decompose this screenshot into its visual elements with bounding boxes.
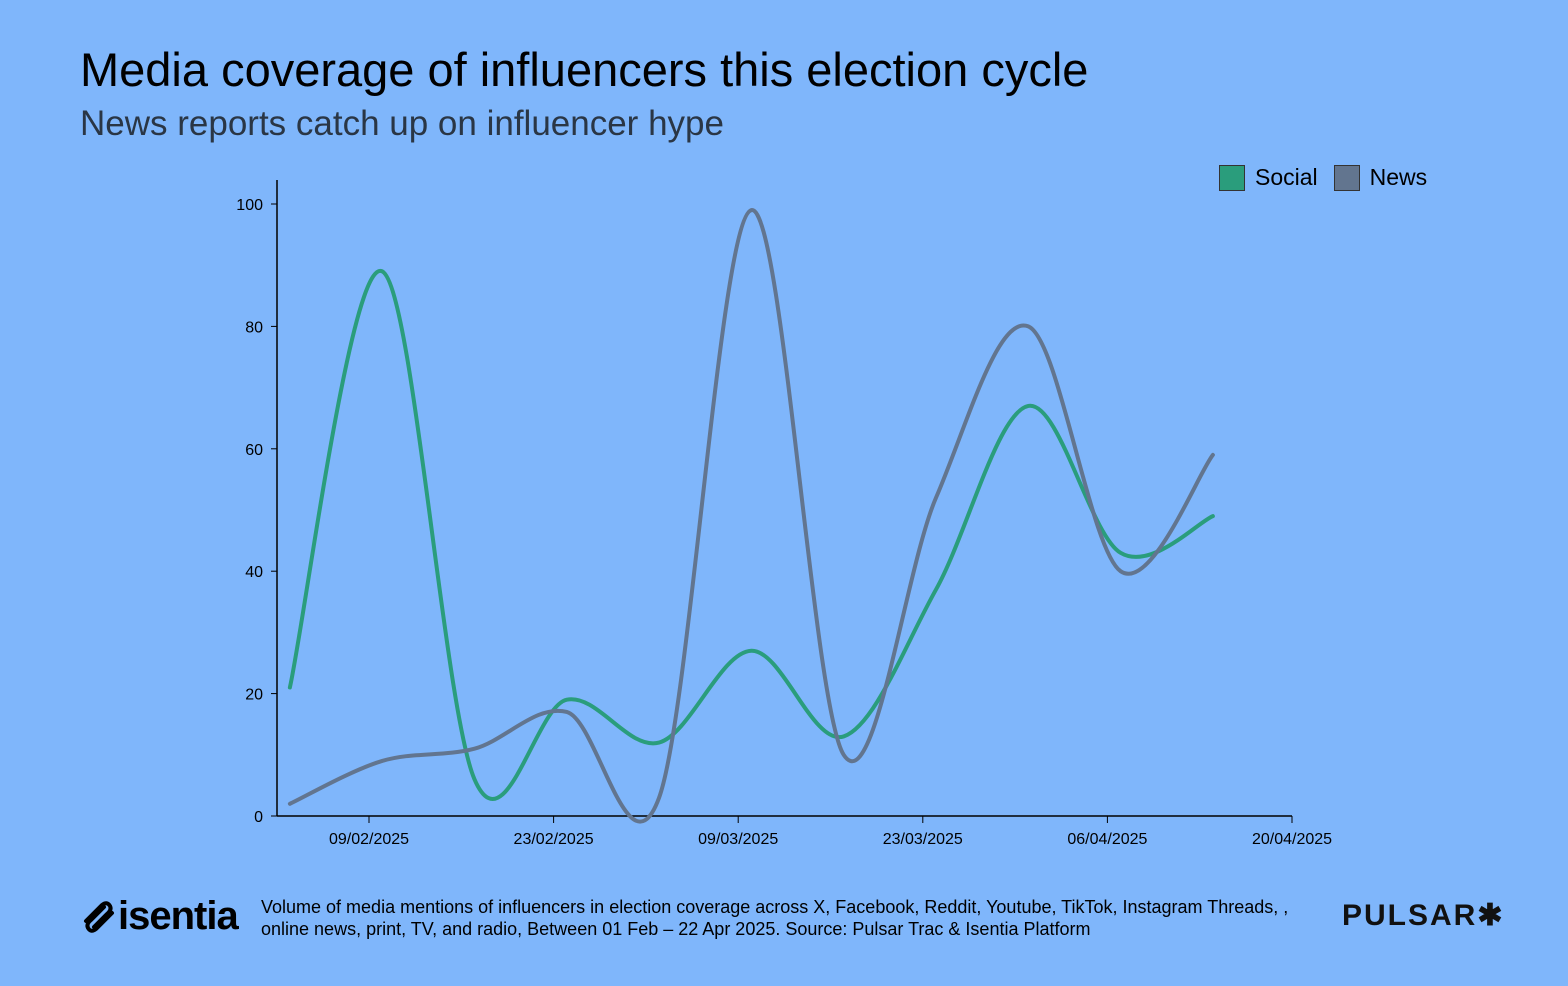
- footnote: Volume of media mentions of influencers …: [261, 897, 1289, 939]
- axes: 0 20 40 60 80 100 09/02/2025 23/02/2025 09/03/20…: [236, 180, 1332, 848]
- x-tick-label: 09/02/2025: [329, 831, 409, 848]
- legend-label-social: Social: [1255, 164, 1318, 190]
- y-tick-label: 0: [254, 809, 263, 826]
- legend: Social News: [1219, 164, 1443, 191]
- x-tick-label: 20/04/2025: [1252, 831, 1332, 848]
- isentia-logo: isentia: [80, 894, 239, 939]
- chart-subtitle: News reports catch up on influencer hype: [80, 104, 724, 143]
- series-line-social: [287, 269, 1215, 801]
- pulsar-logo: PULSAR✱: [1342, 899, 1505, 932]
- y-tick-label: 80: [245, 319, 263, 336]
- x-tick-label: 09/03/2025: [698, 831, 778, 848]
- x-tick-label: 23/02/2025: [514, 831, 594, 848]
- series-line-news: [287, 208, 1215, 824]
- chart-title: Media coverage of influencers this elect…: [80, 43, 1089, 96]
- y-tick-label: 60: [245, 442, 263, 459]
- x-tick-label: 06/04/2025: [1067, 831, 1147, 848]
- y-tick-label: 40: [245, 564, 263, 581]
- legend-swatch-news: [1333, 164, 1360, 191]
- legend-swatch-social: [1219, 164, 1245, 191]
- legend-label-news: News: [1369, 164, 1428, 190]
- x-tick-label: 23/03/2025: [883, 831, 963, 848]
- isentia-clip-icon: [84, 900, 114, 933]
- y-tick-label: 100: [236, 197, 263, 214]
- legend-item-social: Social: [1219, 164, 1318, 191]
- series-lines: [287, 208, 1215, 824]
- y-tick-label: 20: [245, 687, 263, 704]
- legend-item-news: News: [1333, 164, 1428, 191]
